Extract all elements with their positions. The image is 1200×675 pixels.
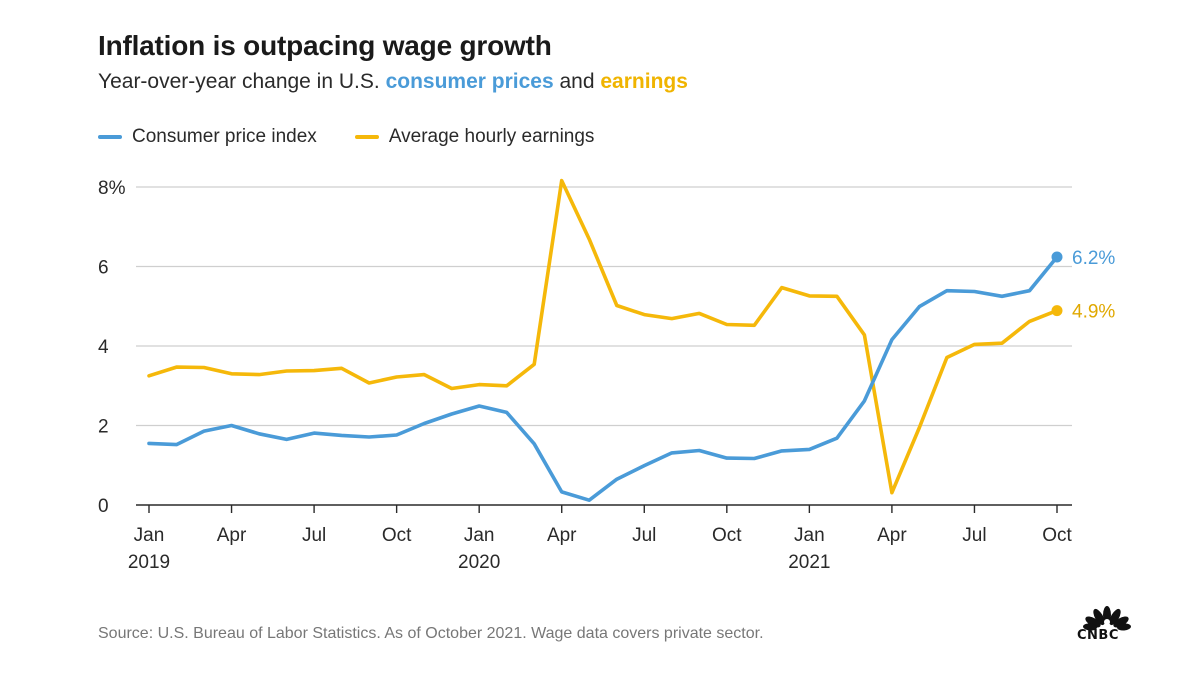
x-tick-label: Oct (382, 525, 412, 546)
end-marker-cpi (1051, 251, 1063, 263)
x-tick-label: Oct (1042, 525, 1072, 546)
end-label-earnings: 4.9% (1072, 302, 1115, 323)
legend-item-cpi: Consumer price index (98, 126, 317, 148)
x-tick-label: Jul (632, 525, 656, 546)
chart-title: Inflation is outpacing wage growth (98, 30, 552, 61)
subtitle-prefix: Year-over-year change in U.S. (98, 70, 380, 93)
x-tick-label: Jan (794, 525, 825, 546)
x-tick-label: Apr (547, 525, 577, 546)
x-tick-year-label: 2019 (128, 552, 170, 573)
x-tick-label: Oct (712, 525, 742, 546)
legend-swatch-cpi (98, 135, 122, 139)
series-line-cpi (147, 255, 1059, 502)
legend-label-earnings: Average hourly earnings (388, 126, 595, 147)
y-tick-label: 8% (98, 178, 126, 199)
y-tick-label: 2 (98, 417, 109, 438)
x-tick-year-label: 2021 (788, 552, 830, 573)
y-tick-label: 0 (98, 496, 109, 517)
x-tick-label: Apr (877, 525, 907, 546)
y-tick-label: 6 (98, 258, 109, 279)
x-tick-year-label: 2020 (458, 552, 500, 573)
x-tick-label: Jan (464, 525, 495, 546)
subtitle-earnings-highlight: earnings (600, 70, 688, 93)
chart-legend: Consumer price index Average hourly earn… (98, 126, 632, 148)
chart-subtitle: Year-over-year change in U.S. consumer p… (98, 70, 688, 94)
x-tick-label: Jul (962, 525, 986, 546)
legend-label-cpi: Consumer price index (132, 126, 317, 147)
source-note: Source: U.S. Bureau of Labor Statistics.… (98, 625, 764, 642)
subtitle-and: and (559, 70, 595, 93)
end-label-cpi: 6.2% (1072, 248, 1115, 269)
legend-item-earnings: Average hourly earnings (354, 126, 595, 148)
x-tick-label: Apr (217, 525, 247, 546)
cnbc-logo-text: CNBC (1077, 628, 1119, 643)
subtitle-cpi-highlight: consumer prices (385, 70, 554, 93)
x-tick-label: Jan (134, 525, 165, 546)
y-tick-label: 4 (98, 337, 109, 358)
end-marker-earnings (1051, 305, 1063, 317)
series-line-earnings (147, 178, 1059, 495)
cnbc-peacock-logo-icon (1083, 606, 1131, 631)
legend-swatch-earnings (354, 135, 379, 139)
x-tick-label: Jul (302, 525, 326, 546)
